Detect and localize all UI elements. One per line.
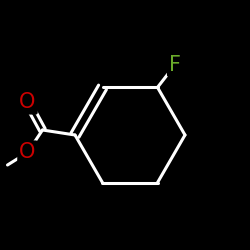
Text: O: O [19,92,36,112]
Text: F: F [169,55,181,75]
Text: O: O [19,142,36,163]
